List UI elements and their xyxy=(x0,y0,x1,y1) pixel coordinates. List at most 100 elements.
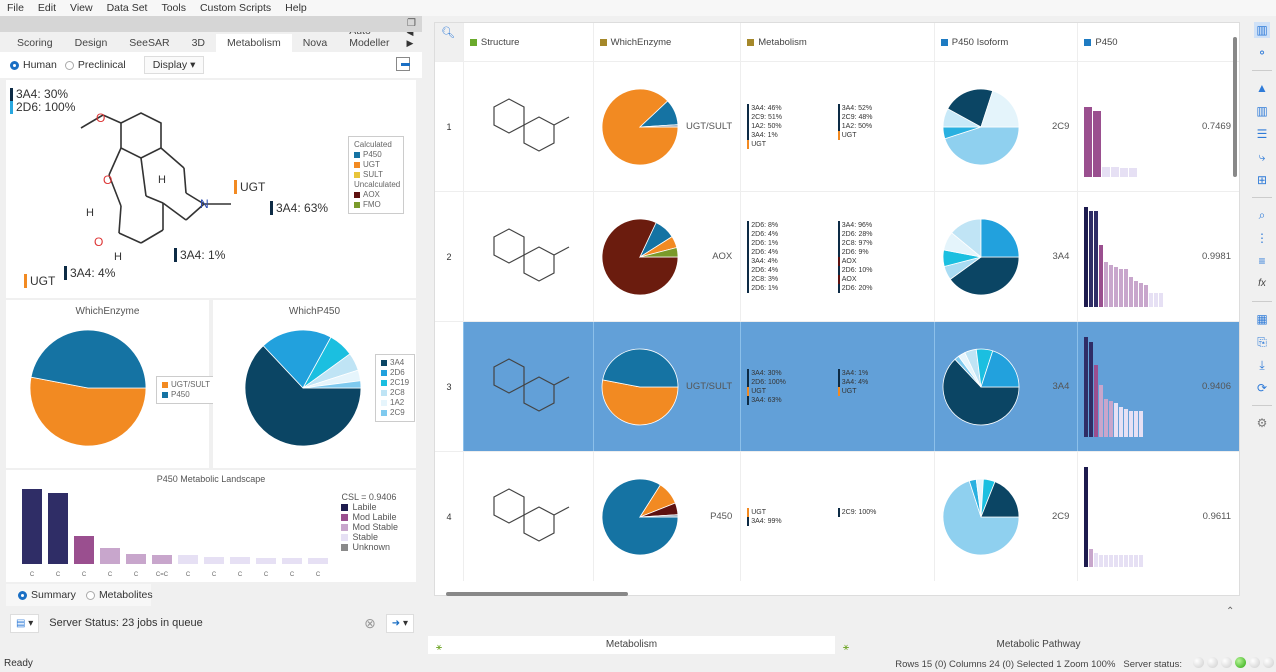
isoform-cell[interactable]: 2C9 xyxy=(933,452,1078,581)
metabolism-cell[interactable]: 3A4: 30% 2D6: 100% UGT 3A4: 63% 3A4: 1% 3A4: … xyxy=(740,322,934,451)
status-led-icon xyxy=(1249,657,1260,668)
p450-cell[interactable]: 0.7469 xyxy=(1077,62,1239,191)
menu-custom-scripts[interactable]: Custom Scripts xyxy=(199,2,272,14)
stop-icon[interactable]: ⊗ xyxy=(364,614,376,631)
metabolism-cell[interactable]: 2D6: 8% 2D6: 4% 2D6: 1% 2D6: 4% 3A4: 4% 2D6: … xyxy=(740,192,934,321)
structure-cell[interactable] xyxy=(462,452,593,581)
whichenzyme-cell[interactable]: UGT/SULT xyxy=(592,62,741,191)
isoform-cell[interactable]: 3A4 xyxy=(933,322,1078,451)
bar-label: C xyxy=(237,572,243,578)
import-icon[interactable]: ⤓ xyxy=(1259,358,1265,372)
menu-edit[interactable]: Edit xyxy=(37,2,57,14)
row-number[interactable]: 3 xyxy=(435,322,463,451)
function-icon[interactable]: fx xyxy=(1258,278,1266,289)
zoom-corner-icon[interactable]: 🔍︎ xyxy=(435,23,463,61)
settings-icon[interactable]: ⚙ xyxy=(1256,416,1268,430)
tab-metabolism[interactable]: Metabolism xyxy=(216,34,292,52)
molecule-structure: O O O N H H H xyxy=(80,111,231,263)
filter-icon[interactable]: ≡ xyxy=(1258,254,1266,268)
metabolism-cell[interactable]: 3A4: 46% 2C9: 51% 1A2: 50% 3A4: 1% UGT 3A4: 5… xyxy=(740,62,934,191)
isoform-value: 2C9 xyxy=(1051,511,1070,522)
header-p450[interactable]: P450 xyxy=(1077,23,1239,61)
status-bar: Rows 15 (0) Columns 24 (0) Selected 1 Zo… xyxy=(895,656,1274,672)
vertical-scrollbar[interactable] xyxy=(1233,37,1237,177)
p450-value: 0.9406 xyxy=(1201,381,1231,392)
tab-scoring[interactable]: Scoring xyxy=(17,37,53,49)
search-icon[interactable]: ⌕ xyxy=(1258,208,1266,222)
display-dropdown[interactable]: Display ▾ xyxy=(143,56,205,74)
table-row[interactable]: 2 AOX 2D6: 8% 2D6: 4% 2D6: 1% 2D6: 4% 3A4: 4… xyxy=(435,191,1239,321)
p450-cell[interactable]: 0.9611 xyxy=(1077,452,1239,581)
submit-button[interactable]: ➜ ▾ xyxy=(385,613,414,633)
row-number[interactable]: 4 xyxy=(435,452,463,581)
table-row[interactable]: 3 UGT/SULT 3A4: 30% 2D6: 100% UGT 3A4: 63% 3… xyxy=(435,321,1239,451)
header-structure[interactable]: Structure xyxy=(462,23,593,61)
pivot-icon[interactable]: ⤷ xyxy=(1258,150,1266,164)
whichenzyme-cell[interactable]: AOX xyxy=(592,192,741,321)
isoform-pie xyxy=(942,348,1020,425)
menu-data-set[interactable]: Data Set xyxy=(106,2,148,14)
structure-cell[interactable] xyxy=(462,192,593,321)
site-annotations: 2D6: 8% 2D6: 4% 2D6: 1% 2D6: 4% 3A4: 4% 2D6: … xyxy=(741,220,921,293)
radio-metabolites[interactable]: Metabolites xyxy=(85,589,153,601)
filter-columns-icon[interactable]: ☰ xyxy=(1256,127,1268,141)
left-panel: ❐ Scoring Design SeeSAR 3D Metabolism No… xyxy=(0,16,422,656)
pathway-icon: ⚹ xyxy=(843,642,849,653)
isoform-value: 2C9 xyxy=(1051,121,1070,132)
isoform-cell[interactable]: 3A4 xyxy=(933,192,1078,321)
header-p450-isoform[interactable]: P450 Isoform xyxy=(933,23,1078,61)
row-number[interactable]: 1 xyxy=(435,62,463,191)
columns-icon[interactable]: ▥ xyxy=(1256,104,1268,118)
structure-cell[interactable] xyxy=(462,322,593,451)
tab-design[interactable]: Design xyxy=(74,37,108,49)
radio-preclinical[interactable]: Preclinical xyxy=(64,59,126,71)
table-row[interactable]: 4 P450 UGT 3A4: 99% 2C9: 100% 2C9 0.9611 xyxy=(435,451,1239,581)
collapse-icon[interactable]: ⌃ xyxy=(1226,606,1235,617)
export-icon[interactable] xyxy=(396,57,410,71)
grid-view-icon[interactable]: ▥ xyxy=(1254,22,1270,38)
menu-help[interactable]: Help xyxy=(285,2,307,14)
restore-icon[interactable]: ❐ xyxy=(407,18,416,29)
whichenzyme-cell[interactable]: P450 xyxy=(592,452,741,581)
header-metabolism[interactable]: Metabolism xyxy=(740,23,934,61)
enzyme-value: UGT/SULT xyxy=(685,121,733,132)
p450-cell[interactable]: 0.9981 xyxy=(1077,192,1239,321)
header-whichenzyme[interactable]: WhichEnzyme xyxy=(592,23,741,61)
table-icon[interactable]: ▦ xyxy=(1256,312,1268,326)
export-table-icon[interactable]: ⎘ xyxy=(1257,335,1267,349)
radio-human[interactable]: Human xyxy=(10,59,57,71)
view-mode-radio: Summary Metabolites xyxy=(6,584,153,606)
metabolism-cell[interactable]: UGT 3A4: 99% 2C9: 100% xyxy=(740,452,934,581)
p450-cell[interactable]: 0.9406 xyxy=(1077,322,1239,451)
cluster-icon[interactable]: ⚬ xyxy=(1256,46,1268,60)
tab-scroll-arrows[interactable]: ◀ ▶ xyxy=(406,27,414,48)
bar-label: C xyxy=(263,572,269,578)
horizontal-scrollbar[interactable] xyxy=(446,592,628,596)
isoform-cell[interactable]: 2C9 xyxy=(933,62,1078,191)
legend-p450: P450 xyxy=(354,150,398,160)
row-number[interactable]: 2 xyxy=(435,192,463,321)
tab-metabolic-pathway[interactable]: ⚹ Metabolic Pathway xyxy=(835,636,1242,654)
table-row[interactable]: 1 UGT/SULT 3A4: 46% 2C9: 51% 1A2: 50% 3A4: … xyxy=(435,61,1239,191)
menu-view[interactable]: View xyxy=(70,2,93,14)
tab-3d[interactable]: 3D xyxy=(191,37,206,49)
radio-summary[interactable]: Summary xyxy=(18,589,76,601)
molecule-thumbnail xyxy=(493,487,570,542)
bar-label: C=C xyxy=(155,572,169,578)
tab-metabolism-view[interactable]: ⚹ Metabolism xyxy=(428,636,835,654)
menu-file[interactable]: File xyxy=(7,2,24,14)
tab-nova[interactable]: Nova xyxy=(302,37,328,49)
whichenzyme-cell[interactable]: UGT/SULT xyxy=(592,322,741,451)
refresh-icon[interactable]: ⟳ xyxy=(1256,381,1268,395)
svg-text:H: H xyxy=(86,207,94,219)
enzyme-pie xyxy=(601,218,679,295)
structure-cell[interactable] xyxy=(462,62,593,191)
network-icon[interactable]: ⊞ xyxy=(1256,173,1268,187)
column-chooser-icon[interactable]: ⋮ xyxy=(1256,231,1268,245)
pathway-icon: ⚹ xyxy=(436,642,442,653)
legend-ugt: UGT xyxy=(354,160,398,170)
sort-icon[interactable]: ▲ xyxy=(1256,81,1268,95)
menu-tools[interactable]: Tools xyxy=(161,2,186,14)
tab-seesar[interactable]: SeeSAR xyxy=(129,37,170,49)
job-menu-button[interactable]: ▤ ▾ xyxy=(10,613,40,633)
